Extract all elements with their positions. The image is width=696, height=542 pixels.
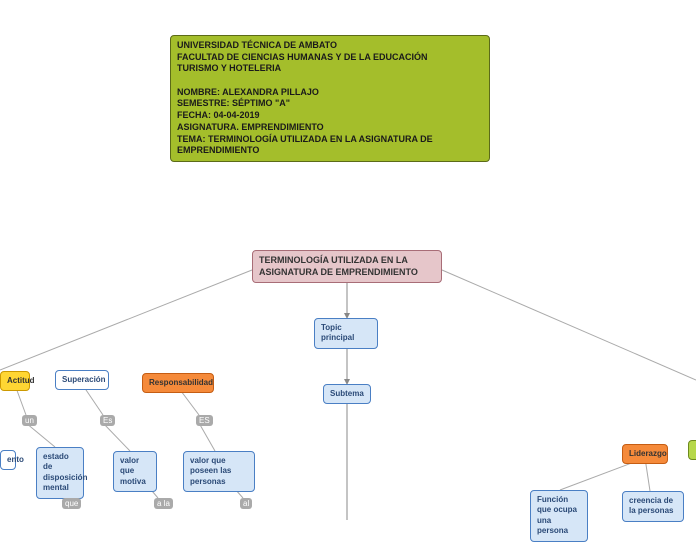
connector-es2: ES <box>196 415 213 426</box>
connector-ala: a la <box>154 498 173 509</box>
root-node: TERMINOLOGÍA UTILIZADA EN LA ASIGNATURA … <box>252 250 442 283</box>
node-subtema: Subtema <box>323 384 371 404</box>
node-liderazgo: Liderazgo <box>622 444 668 464</box>
node-ento: ento <box>0 450 16 470</box>
node-superacion: Superación <box>55 370 109 390</box>
connector-al: al <box>240 498 252 509</box>
node-funcion: Función que ocupa una persona <box>530 490 588 542</box>
node-valor_motiva: valor que motiva <box>113 451 157 492</box>
connector-un: un <box>22 415 37 426</box>
node-creencia: creencia de la personas <box>622 491 684 522</box>
node-responsabilidad: Responsabilidad <box>142 373 214 393</box>
connector-que: que <box>62 498 81 509</box>
node-estado: estado de disposición mental <box>36 447 84 499</box>
node-actitud: Actitud <box>0 371 30 391</box>
connector-es1: Es <box>100 415 115 426</box>
node-topic_principal: Topic principal <box>314 318 378 349</box>
node-valor_poseen: valor que poseen las personas <box>183 451 255 492</box>
node-green_edge <box>688 440 696 460</box>
header-box: UNIVERSIDAD TÉCNICA DE AMBATO FACULTAD D… <box>170 35 490 162</box>
